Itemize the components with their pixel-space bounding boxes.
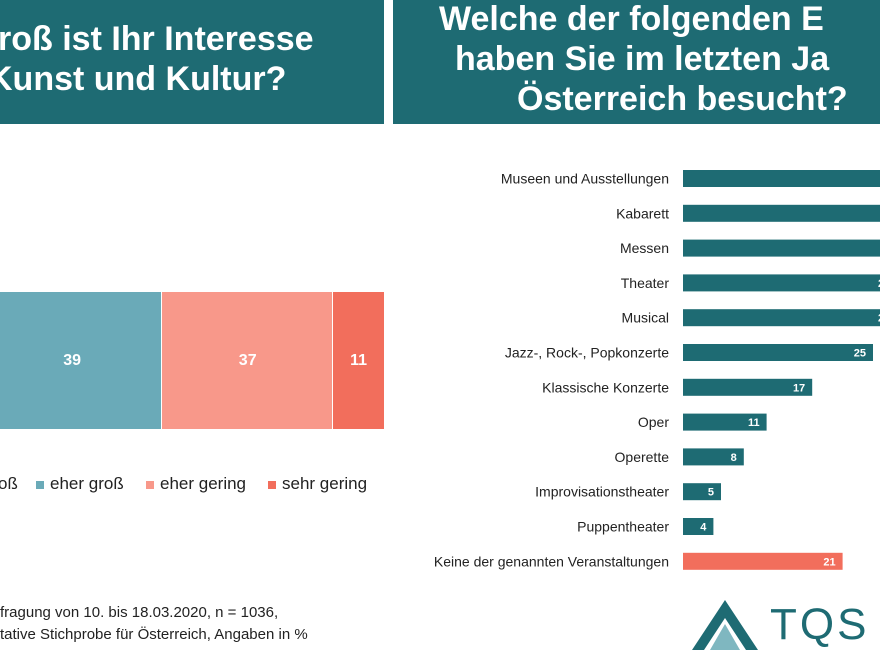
bar-value-label: 25 <box>854 348 866 360</box>
tqs-logo: TQS <box>690 598 880 654</box>
stack-segment-label: 37 <box>238 352 257 369</box>
legend-label: sehr gering <box>282 474 368 493</box>
bar <box>683 552 843 570</box>
category-label: Oper <box>638 414 669 430</box>
stack-segment-label: 11 <box>350 352 368 369</box>
category-label: Theater <box>621 275 670 291</box>
left-title-banner: roß ist Ihr Interesse Kunst und Kultur? <box>0 0 384 124</box>
bar-value-label: 17 <box>793 382 805 394</box>
bar <box>683 413 767 431</box>
category-label: Klassische Konzerte <box>542 379 669 395</box>
category-label: Messen <box>620 240 669 256</box>
category-label: Jazz-, Rock-, Popkonzerte <box>505 345 669 361</box>
legend-item-sehr-gering: sehr gering <box>268 474 367 494</box>
right-title-banner: Welche der folgenden E haben Sie im letz… <box>393 0 880 124</box>
category-label: Kabarett <box>616 205 669 221</box>
stack-segment-label: 39 <box>63 352 82 369</box>
legend-swatch <box>268 480 276 489</box>
bar-value-label: 2 <box>878 278 880 290</box>
stack-segment <box>162 292 333 429</box>
legend-swatch <box>146 480 154 489</box>
bar <box>683 378 813 396</box>
category-label: Improvisationstheater <box>535 484 669 500</box>
category-label: Museen und Ausstellungen <box>501 171 669 187</box>
bar <box>683 448 744 466</box>
bar <box>683 170 880 187</box>
stack-segment <box>333 292 384 429</box>
stack-segment <box>0 292 162 429</box>
legend-item-sehr-gross: oß <box>0 474 18 494</box>
legend-label: eher groß <box>50 474 124 493</box>
logo-text: TQS <box>770 600 870 649</box>
footnote-line-2: tative Stichprobe für Österreich, Angabe… <box>0 626 308 643</box>
bar-value-label: 5 <box>708 487 714 499</box>
bar-value-label: 21 <box>823 556 835 568</box>
category-label: Puppentheater <box>577 519 669 535</box>
left-title-line-1: roß ist Ihr Interesse <box>0 20 314 58</box>
legend-item-eher-gering: eher gering <box>146 474 246 494</box>
legend-label: oß <box>0 474 18 493</box>
legend-label: eher gering <box>160 474 247 493</box>
bar <box>683 204 880 222</box>
bar-value-label: 8 <box>731 452 737 464</box>
right-title-line-1: Welche der folgenden E <box>439 0 824 38</box>
bar-value-label: 4 <box>700 522 707 534</box>
footnote-line-1: fragung von 10. bis 18.03.2020, n = 1036… <box>0 604 279 621</box>
category-label: Operette <box>615 449 670 465</box>
bar <box>683 309 880 327</box>
right-title-line-3: Österreich besucht? <box>517 80 848 118</box>
right-title-line-2: haben Sie im letzten Ja <box>455 40 830 78</box>
logo-triangle-icon <box>692 600 758 650</box>
bar <box>683 483 721 501</box>
bar <box>683 274 880 292</box>
bar <box>683 344 873 361</box>
legend-swatch <box>36 480 44 489</box>
left-title-line-2: Kunst und Kultur? <box>0 60 287 98</box>
category-label: Keine der genannten Veranstaltungen <box>434 553 669 569</box>
bar <box>683 239 880 257</box>
bar-value-label: 11 <box>748 417 760 429</box>
legend-item-eher-gross: eher groß <box>36 474 124 494</box>
bar-value-label: 2 <box>878 313 880 325</box>
bar <box>683 518 714 535</box>
category-label: Musical <box>622 310 669 326</box>
